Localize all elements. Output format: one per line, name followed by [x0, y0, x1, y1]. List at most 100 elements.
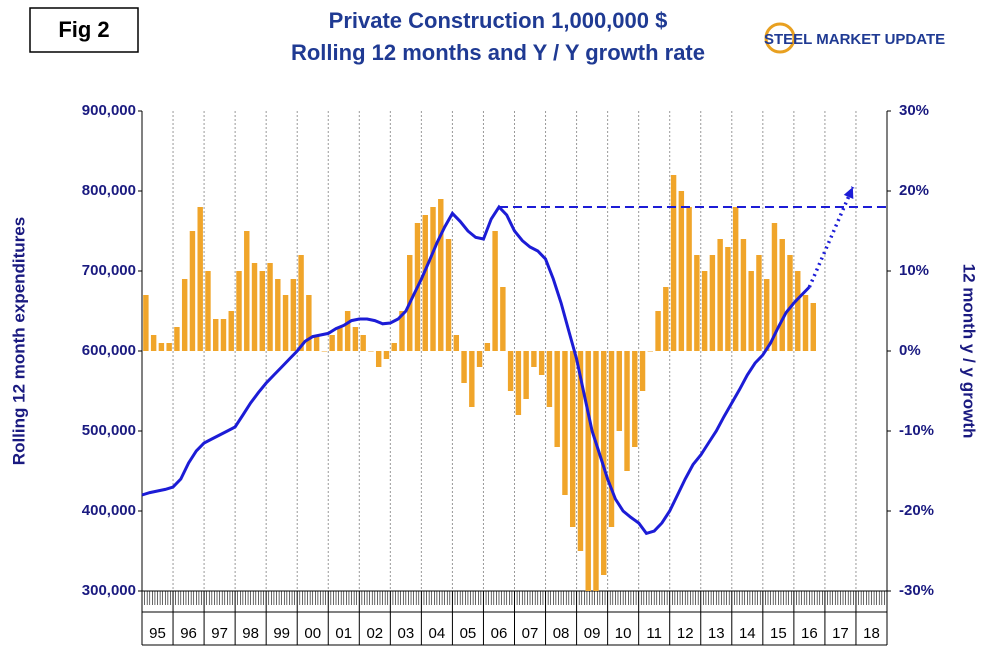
bar — [756, 255, 762, 351]
bar — [717, 239, 723, 351]
bar — [375, 351, 382, 367]
line — [141, 204, 811, 536]
bar — [624, 351, 630, 471]
bar — [290, 279, 297, 351]
bar — [197, 207, 203, 351]
bar — [337, 327, 343, 351]
bar — [259, 271, 266, 351]
y-axis-label: Rolling 12 month expenditures — [9, 217, 28, 465]
bar — [236, 271, 242, 351]
bar — [771, 223, 778, 351]
x-tick-label: 04 — [429, 625, 446, 642]
bar — [492, 231, 498, 351]
bar — [344, 311, 351, 351]
x-tick-label: 12 — [677, 625, 694, 642]
bar — [321, 351, 328, 352]
x-tick-label: 95 — [149, 625, 166, 642]
x-tick-label: 98 — [242, 625, 259, 642]
bar — [678, 191, 685, 351]
bar — [383, 351, 390, 359]
y2-tick-label: -10% — [899, 422, 934, 439]
bar — [275, 279, 281, 351]
bar — [445, 239, 452, 351]
bar — [593, 351, 599, 591]
y2-tick-label: -20% — [899, 502, 934, 519]
bar — [438, 199, 444, 351]
y2-tick-label: 30% — [899, 102, 929, 119]
y2-tick-label: 0% — [899, 342, 921, 359]
x-tick-label: 18 — [863, 625, 880, 642]
bar — [228, 311, 234, 351]
x-tick-label: 96 — [180, 625, 197, 642]
bar — [663, 287, 669, 351]
x-tick-label: 17 — [832, 625, 849, 642]
x-tick-label: 16 — [801, 625, 818, 642]
bar — [282, 295, 289, 351]
x-tick-label: 11 — [646, 625, 662, 642]
bar — [515, 351, 522, 415]
bar — [368, 351, 374, 352]
bar — [360, 335, 366, 351]
bar — [220, 319, 227, 351]
bar — [531, 351, 537, 367]
bar — [422, 215, 428, 351]
bar — [484, 343, 491, 351]
bar — [213, 319, 219, 351]
bar — [461, 351, 467, 383]
bar — [181, 279, 188, 351]
bar — [647, 351, 654, 352]
bar — [709, 255, 716, 351]
bar — [453, 335, 460, 351]
x-tick-label: 08 — [553, 625, 570, 642]
bar — [469, 351, 475, 407]
x-tick-label: 02 — [366, 625, 383, 642]
bar — [740, 239, 747, 351]
logo: STEEL MARKET UPDATE — [764, 31, 945, 48]
bar — [500, 287, 506, 351]
bar — [686, 207, 692, 351]
bar — [166, 343, 172, 351]
bar — [795, 271, 801, 351]
x-tick-label: 01 — [335, 625, 352, 642]
x-tick-label: 13 — [708, 625, 725, 642]
bar — [143, 295, 149, 351]
bar — [329, 335, 335, 351]
bar — [608, 351, 615, 527]
bar — [523, 351, 529, 399]
x-tick-label: 05 — [460, 625, 477, 642]
bar — [632, 351, 638, 447]
bar — [298, 255, 304, 351]
bar — [306, 295, 312, 351]
bar — [562, 351, 568, 495]
y-tick-label: 600,000 — [82, 342, 136, 359]
y-tick-label: 500,000 — [82, 422, 136, 439]
bar — [725, 247, 731, 351]
bar — [585, 351, 591, 591]
bar — [205, 271, 211, 351]
bar — [399, 311, 405, 351]
projection-arrow — [807, 186, 855, 288]
bar — [802, 295, 809, 351]
y2-axis-label: 12 month y / y growth — [960, 264, 979, 439]
bar — [779, 239, 785, 351]
x-tick-label: 97 — [211, 625, 228, 642]
bar — [763, 279, 770, 351]
bar — [174, 327, 180, 351]
bar — [538, 351, 545, 375]
bar — [701, 271, 708, 351]
y-tick-label: 400,000 — [82, 502, 136, 519]
bar — [391, 343, 397, 351]
x-tick-label: 00 — [304, 625, 321, 642]
bar — [507, 351, 514, 391]
bar — [616, 351, 622, 431]
bar — [313, 335, 320, 351]
chart-subtitle: Rolling 12 months and Y / Y growth rate — [291, 40, 705, 65]
x-tick-label: 07 — [522, 625, 539, 642]
y-tick-label: 800,000 — [82, 182, 136, 199]
logo-mark — [764, 22, 796, 54]
bar — [694, 255, 700, 351]
y-tick-label: 300,000 — [82, 582, 136, 599]
y-tick-label: 700,000 — [82, 262, 136, 279]
bar — [810, 303, 816, 351]
bar — [251, 263, 258, 351]
